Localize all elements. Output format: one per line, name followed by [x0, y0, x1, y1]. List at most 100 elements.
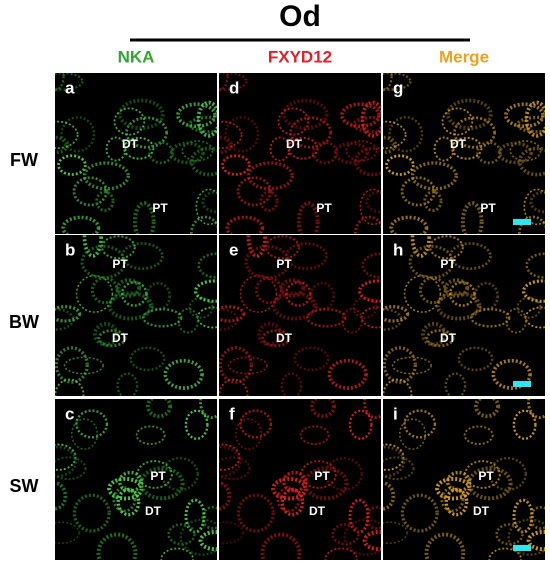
tubule — [189, 146, 217, 177]
tubule — [360, 100, 381, 138]
tubule — [309, 281, 336, 311]
tubule — [55, 305, 82, 323]
tubule — [358, 279, 381, 303]
structure-label: DT — [286, 137, 303, 151]
panel-background — [383, 235, 545, 396]
tubule — [219, 445, 242, 478]
tubule — [467, 466, 513, 501]
structure-label: PT — [276, 257, 292, 271]
tubule — [495, 523, 524, 546]
column-header: FXYD12 — [268, 47, 332, 66]
tubule — [352, 296, 378, 319]
tubule — [522, 279, 545, 303]
tubule — [362, 529, 381, 552]
tissue-texture — [55, 235, 217, 396]
panel-background — [383, 73, 545, 234]
micrograph-panel: h PT DT — [383, 235, 545, 396]
tubule — [440, 486, 465, 513]
tubule — [525, 252, 545, 279]
row-label: FW — [10, 150, 38, 170]
tubule — [107, 291, 154, 321]
tubule — [470, 308, 511, 328]
tubule — [343, 518, 381, 556]
tubule — [363, 399, 381, 420]
tubule — [219, 521, 244, 544]
scale-bar — [513, 545, 531, 551]
tubule — [281, 98, 329, 131]
tubule — [184, 409, 209, 440]
tubule — [236, 176, 272, 207]
tubule — [448, 280, 476, 307]
tubule — [444, 372, 467, 396]
tubule — [219, 73, 248, 91]
tubule — [516, 296, 542, 319]
tubule — [125, 116, 168, 149]
tubule — [82, 235, 104, 258]
tubule — [463, 425, 494, 445]
micrograph-panel: d DT PT — [219, 73, 381, 234]
tubule — [271, 291, 318, 321]
tissue-texture — [219, 399, 381, 560]
structure-label: DT — [309, 504, 326, 518]
tubule — [529, 190, 545, 214]
tubule — [361, 252, 381, 279]
tubule — [441, 107, 474, 136]
tubule — [345, 140, 378, 162]
structure-label: DT — [122, 137, 139, 151]
tubule — [219, 73, 229, 92]
tubule — [188, 296, 214, 319]
tubule — [289, 116, 332, 149]
tubule — [296, 201, 320, 234]
column-header: Merge — [439, 47, 489, 66]
structure-label: PT — [480, 201, 496, 215]
tubule — [512, 409, 537, 440]
scale-bar — [513, 219, 531, 225]
tubule — [306, 308, 347, 328]
tubule — [389, 215, 429, 234]
structure-label: PT — [112, 257, 128, 271]
tubule — [383, 445, 406, 478]
panel-background — [55, 73, 217, 234]
tubule — [365, 190, 381, 214]
tubule — [201, 190, 217, 214]
tubule — [107, 476, 144, 501]
tubule — [284, 280, 312, 307]
panel-letter: e — [229, 240, 238, 259]
tubule — [75, 409, 109, 439]
tubule — [488, 456, 527, 492]
structure-label: PT — [440, 257, 456, 271]
panel-background — [219, 235, 381, 396]
panel-letter: h — [393, 240, 403, 259]
tubule — [224, 116, 260, 153]
tubule — [135, 425, 166, 445]
panel-letter: b — [65, 240, 75, 259]
tubule — [403, 409, 437, 439]
tubule — [219, 443, 241, 471]
tubule — [55, 135, 70, 155]
structure-label: DT — [276, 331, 293, 345]
micrograph-panel: i PT DT — [383, 399, 545, 560]
tubule — [188, 115, 217, 134]
tubule — [424, 532, 466, 560]
figure-title: Od — [279, 0, 321, 33]
tubule — [176, 102, 217, 129]
tubule — [280, 372, 303, 396]
micrograph-panel: c PT DT — [55, 399, 217, 560]
tubule — [446, 470, 472, 493]
tubule — [497, 141, 533, 165]
tubule — [194, 279, 217, 303]
tubule — [199, 399, 217, 420]
tubule — [239, 274, 278, 313]
tubule — [516, 115, 545, 134]
tubule — [219, 305, 246, 323]
tubule — [112, 486, 137, 513]
tubule — [435, 476, 472, 501]
tubule — [196, 100, 217, 138]
tubule — [55, 521, 80, 544]
tubule — [445, 98, 493, 131]
tubule — [299, 425, 330, 445]
tubule — [383, 521, 408, 544]
tubule — [246, 235, 268, 258]
micrograph-panel: e PT DT — [219, 235, 381, 396]
tubule — [55, 456, 87, 481]
